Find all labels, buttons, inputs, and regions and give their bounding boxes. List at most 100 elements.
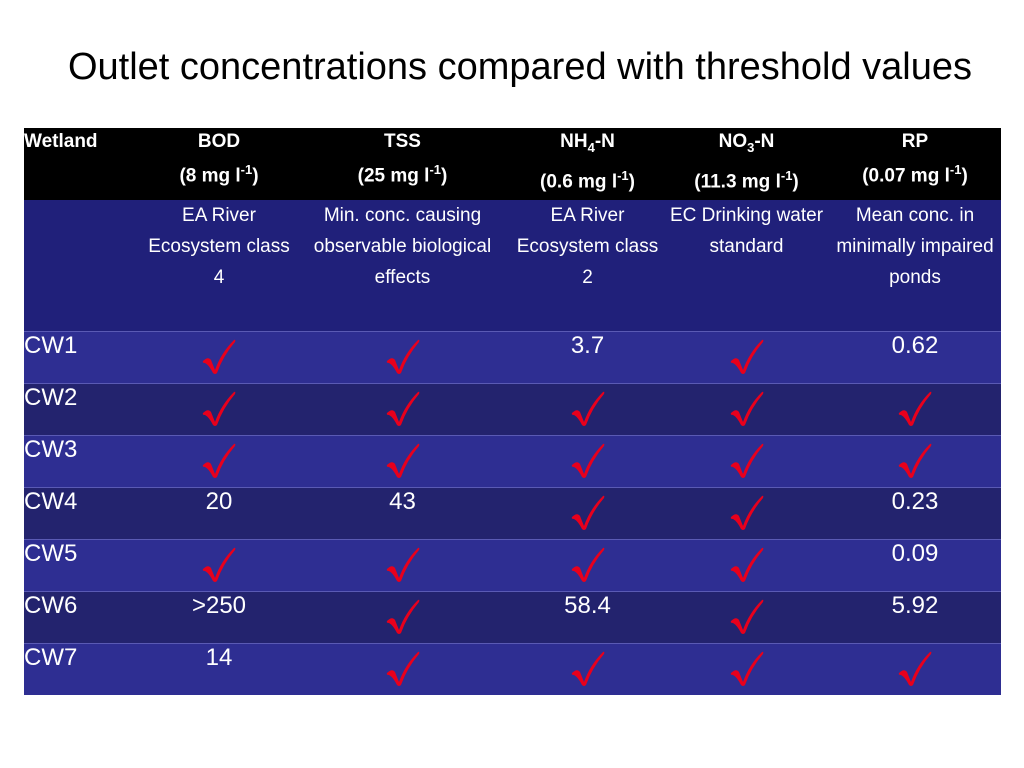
table-cell (664, 642, 829, 695)
table-cell (144, 538, 294, 591)
threshold-value: (25 mg l (357, 165, 430, 187)
red-checkmark-icon (727, 596, 767, 643)
table-cell (664, 434, 829, 487)
table-cell (144, 434, 294, 487)
red-checkmark-icon (568, 648, 608, 695)
threshold-close: ) (441, 165, 448, 187)
table-cell (294, 538, 511, 591)
wetland-name: CW2 (24, 382, 144, 435)
threshold-exponent: -1 (240, 162, 253, 177)
red-checkmark-icon (383, 596, 423, 643)
red-checkmark-icon (383, 648, 423, 695)
red-checkmark-icon (895, 648, 935, 695)
value-cell: 0.09 (829, 538, 1001, 591)
table-cell (294, 590, 511, 643)
table-cell (664, 538, 829, 591)
column-name-subscript: 4 (587, 139, 595, 155)
wetland-name: CW5 (24, 538, 144, 591)
value-cell: 43 (294, 486, 511, 539)
red-checkmark-icon (383, 544, 423, 591)
column-header: TSS (25 mg l-1) (294, 128, 511, 200)
table-row: CW1 3.7 0.62 (24, 330, 1001, 383)
table-cell (511, 642, 664, 695)
table-cell (294, 382, 511, 435)
red-checkmark-icon (199, 388, 239, 435)
column-name: RP (901, 131, 929, 152)
wetland-name: CW6 (24, 590, 144, 643)
threshold-description: Mean conc. in minimally impaired ponds (836, 205, 994, 288)
table-cell (511, 434, 664, 487)
threshold-exponent: -1 (429, 162, 442, 177)
red-checkmark-icon (568, 544, 608, 591)
table-row: CW3 (24, 434, 1001, 487)
threshold-description: Min. conc. causing observable biological… (313, 205, 492, 288)
threshold-close: ) (961, 165, 968, 187)
table-cell (829, 382, 1001, 435)
value-cell: 58.4 (511, 590, 664, 643)
table-row: CW2 (24, 382, 1001, 435)
table-cell (664, 590, 829, 643)
threshold-description (24, 200, 144, 331)
red-checkmark-icon (727, 336, 767, 383)
column-name-suffix: -N (754, 131, 775, 152)
table-cell (511, 486, 664, 539)
column-name: Wetland (24, 131, 98, 152)
threshold-value: (8 mg l (179, 165, 241, 187)
table-cell (144, 382, 294, 435)
table-cell (294, 434, 511, 487)
red-checkmark-icon (727, 492, 767, 539)
column-header: Wetland (24, 128, 144, 200)
wetland-name: CW1 (24, 330, 144, 383)
value-cell: 14 (144, 642, 294, 695)
red-checkmark-icon (383, 388, 423, 435)
column-name: NO (718, 131, 748, 152)
threshold-exponent: -1 (949, 162, 962, 177)
threshold-value: (0.6 mg l (540, 171, 618, 193)
table-row: CW6 >250 58.4 5.92 (24, 590, 1001, 643)
wetland-name: CW4 (24, 486, 144, 539)
red-checkmark-icon (895, 388, 935, 435)
threshold-close: ) (792, 171, 799, 193)
table-cell (511, 538, 664, 591)
column-name-subscript: 3 (747, 139, 755, 155)
red-checkmark-icon (199, 440, 239, 487)
threshold-exponent: -1 (617, 167, 629, 183)
value-cell: 3.7 (511, 330, 664, 383)
table-cell (829, 642, 1001, 695)
value-cell: 0.62 (829, 330, 1001, 383)
wetland-name: CW7 (24, 642, 144, 695)
value-cell: 20 (144, 486, 294, 539)
threshold-description: EC Drinking water standard (669, 205, 824, 257)
table-row: CW5 0.09 (24, 538, 1001, 591)
header-row: Wetland BOD (8 mg l-1) TSS (25 mg l-1) NH4-N(… (24, 128, 1001, 200)
red-checkmark-icon (199, 336, 239, 383)
red-checkmark-icon (895, 440, 935, 487)
threshold-close: ) (628, 171, 635, 193)
red-checkmark-icon (727, 544, 767, 591)
wetland-name: CW3 (24, 434, 144, 487)
table-row: CW7 14 (24, 642, 1001, 695)
red-checkmark-icon (199, 544, 239, 591)
threshold-close: ) (252, 165, 259, 187)
table-cell (144, 330, 294, 383)
description-row: EA River Ecosystem class 4 Min. conc. cau… (24, 200, 1001, 331)
red-checkmark-icon (568, 492, 608, 539)
red-checkmark-icon (383, 440, 423, 487)
column-name: BOD (197, 131, 241, 152)
table-cell (664, 382, 829, 435)
column-name-suffix: -N (594, 131, 615, 152)
red-checkmark-icon (568, 388, 608, 435)
red-checkmark-icon (727, 388, 767, 435)
value-cell: 0.23 (829, 486, 1001, 539)
red-checkmark-icon (383, 336, 423, 383)
red-checkmark-icon (727, 440, 767, 487)
threshold-value: (0.07 mg l (862, 165, 950, 187)
threshold-exponent: -1 (780, 167, 793, 183)
column-header: NH4-N (0.6 mg l-1) (511, 128, 664, 200)
table-cell (294, 642, 511, 695)
value-cell: 5.92 (829, 590, 1001, 643)
results-table: Wetland BOD (8 mg l-1) TSS (25 mg l-1) NH4-N(… (24, 128, 1001, 695)
column-name: NH (560, 131, 588, 152)
threshold-description: EA River Ecosystem class 4 (148, 205, 290, 288)
column-header: NO3-N (11.3 mg l-1) (664, 128, 829, 200)
